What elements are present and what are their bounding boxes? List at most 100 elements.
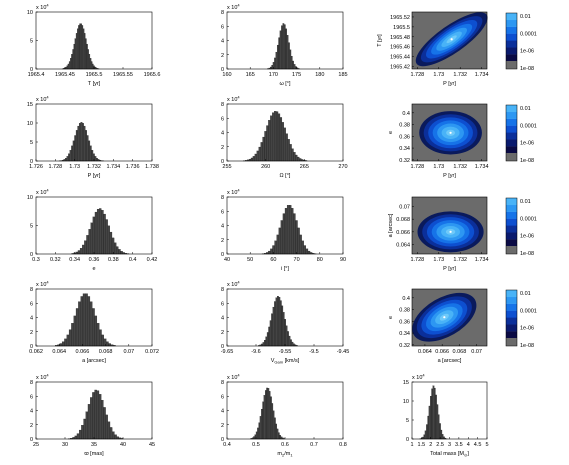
histogram-bar — [287, 331, 289, 347]
x-tick-label: 0.064 — [52, 349, 66, 355]
histogram-bar — [92, 216, 96, 255]
histogram-bar — [280, 436, 283, 440]
histogram-bar — [252, 156, 255, 162]
y-tick-label: 4 — [221, 39, 224, 45]
histogram-bar — [301, 240, 304, 255]
histogram-bar — [103, 407, 106, 440]
multiplier-base: x 10 — [36, 190, 46, 196]
x-tick-label: 0.066 — [76, 349, 90, 355]
histogram-bar — [120, 251, 123, 255]
panel-P: 1.726 1.728 1.73 1.732 1.734 1.736 1.738 0 5 10 15… — [27, 95, 159, 180]
histogram-bar — [297, 156, 300, 162]
y-tick-label: 4 — [221, 409, 224, 415]
histogram-bar — [439, 423, 441, 440]
x-tick-label: 1965.5 — [86, 72, 103, 78]
colorbar-tick-label: 1e-08 — [520, 343, 534, 349]
y-tick-label: 0.4 — [402, 296, 410, 302]
histogram-bar — [99, 208, 102, 255]
best-fit-marker — [449, 131, 452, 134]
x-tick-label: 1.732 — [453, 257, 467, 263]
multiplier-exponent: 4 — [237, 280, 240, 285]
histogram-bar — [282, 23, 285, 70]
histogram-bar — [106, 341, 109, 347]
x-tick-label: 0.6 — [281, 442, 289, 448]
histogram-bar — [274, 111, 277, 162]
colorbar-frame — [505, 104, 518, 162]
multiplier-base: x 10 — [412, 375, 422, 381]
histogram-bar — [266, 332, 269, 347]
histogram-bar — [303, 245, 307, 255]
histogram-bar — [96, 390, 100, 440]
x-axis-label-part_sub2: 1 — [290, 453, 293, 458]
x-axis-label-part_sub: ⊙ — [464, 453, 467, 458]
x-axis-label-part_unit: ] — [467, 451, 469, 457]
histogram-bar — [267, 388, 270, 440]
histogram-bar — [85, 411, 89, 440]
histogram-bar — [65, 158, 67, 162]
colorbar-segment — [506, 118, 517, 126]
histogram-bars — [419, 385, 448, 440]
histogram-bar — [109, 427, 113, 440]
y-tick-label: 2 — [221, 330, 224, 336]
y-tick-label: 1965.44 — [390, 55, 410, 61]
histogram-bar — [291, 208, 294, 255]
axes-frame — [411, 381, 488, 440]
histogram-bar — [282, 312, 285, 347]
histogram-bar — [59, 343, 63, 347]
histogram-bar — [278, 37, 281, 70]
histogram-bar — [80, 122, 83, 162]
y-tick-label: 0 — [30, 344, 33, 350]
histogram-bar — [72, 49, 74, 70]
histogram-bar — [259, 416, 262, 440]
colorbar-segment — [506, 232, 517, 240]
histogram-bar — [101, 400, 104, 440]
colorbar-segment — [506, 19, 517, 27]
y-tick-label: 0 — [221, 344, 224, 350]
x-tick-label: 0.072 — [145, 349, 159, 355]
x-tick-label: -9.55 — [279, 349, 292, 355]
x-tick-label: -9.6 — [251, 349, 260, 355]
x-axis-label-part_unit: [km/s] — [283, 358, 300, 364]
y-tick-label: 6 — [221, 24, 224, 30]
y-tick-label: 2 — [30, 423, 33, 429]
histogram-bar — [108, 343, 111, 347]
axes-frame — [226, 381, 344, 440]
histogram-bar — [286, 35, 289, 70]
histogram-bar — [297, 227, 300, 255]
histogram-bar — [279, 300, 282, 347]
y-tick-label: 10 — [27, 195, 33, 201]
x-axis-label: e — [92, 266, 95, 272]
histogram-bar — [254, 153, 257, 162]
histogram-bar — [276, 234, 279, 255]
histogram-bar — [83, 125, 86, 162]
y-tick-label: 6 — [30, 394, 33, 400]
x-axis-label: P [yr] — [443, 173, 456, 179]
y-tick-label: 0.07 — [399, 205, 410, 211]
y-multiplier: x 104 — [227, 3, 240, 12]
x-axis-label: a [arcsec] — [82, 358, 106, 364]
histogram-bar — [105, 414, 108, 440]
x-axis-label-part: Total mass [M — [430, 451, 464, 457]
histogram-bar — [279, 435, 281, 440]
histogram-bar — [65, 66, 67, 70]
histogram-bars — [261, 205, 317, 255]
x-tick-label: 2.5 — [436, 442, 444, 448]
colorbar-tick-label: 1e-06 — [520, 326, 534, 332]
x-tick-label: 0.07 — [471, 349, 482, 355]
colorbar-segment — [506, 310, 517, 318]
x-tick-label: 0.07 — [123, 349, 134, 355]
histogram-bar — [74, 135, 77, 162]
histogram-bar — [82, 244, 85, 255]
multiplier-base: x 10 — [36, 5, 46, 11]
histogram-bar — [83, 418, 86, 440]
histogram-bar — [92, 308, 95, 347]
histogram-bar — [68, 153, 70, 162]
histogram-bar — [89, 301, 93, 347]
colorbar: 0.01 0.0001 1e-06 1e-08 — [505, 104, 537, 164]
x-tick-label: 175 — [292, 72, 301, 78]
colorbar-tick-label: 1e-08 — [520, 66, 534, 72]
x-tick-label: 1965.4 — [28, 72, 45, 78]
y-tick-label: 6 — [221, 116, 224, 122]
